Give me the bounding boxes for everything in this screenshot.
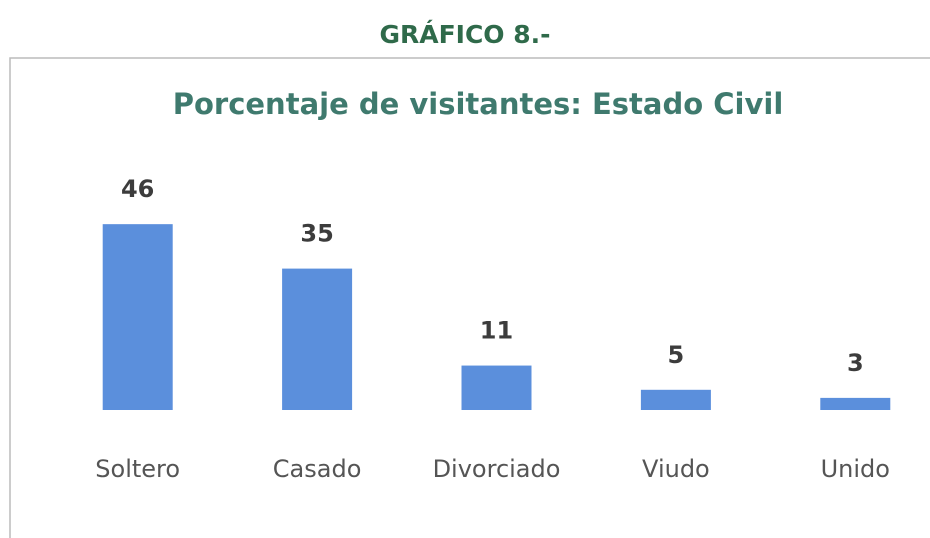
bar (282, 268, 353, 410)
bar (102, 224, 173, 410)
value-label: 11 (480, 317, 513, 345)
value-label: 5 (668, 341, 685, 369)
x-tick-label: Unido (821, 455, 890, 483)
value-label: 3 (847, 349, 864, 377)
x-tick-label: Casado (273, 455, 362, 483)
bar (640, 389, 711, 410)
bar (461, 365, 532, 410)
header: GRÁFICO 8.- (379, 20, 550, 49)
chart-frame (9, 57, 930, 538)
value-label: 46 (121, 175, 154, 203)
bar (820, 397, 891, 410)
x-tick-label: Divorciado (433, 455, 561, 483)
value-label: 35 (300, 220, 333, 248)
x-tick-label: Viudo (642, 455, 710, 483)
x-tick-label: Soltero (95, 455, 180, 483)
chart-title: Porcentaje de visitantes: Estado Civil (173, 87, 784, 121)
